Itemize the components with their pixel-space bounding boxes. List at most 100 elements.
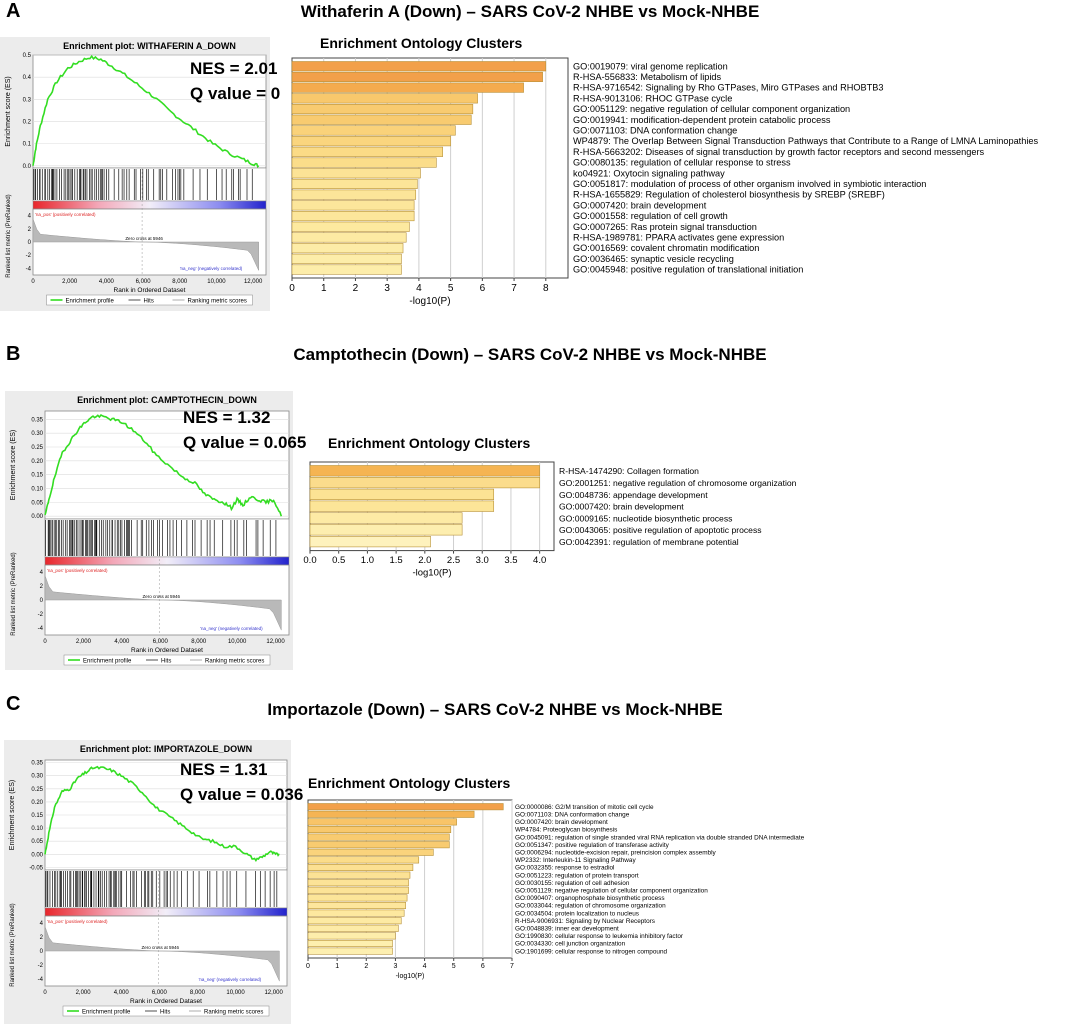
x-tick-label: 10,000	[228, 639, 247, 645]
bar	[291, 93, 478, 104]
bar-label: GO:0080135: regulation of cellular respo…	[573, 158, 791, 168]
x-tick-label: 2,000	[76, 639, 92, 645]
bar	[291, 61, 547, 72]
zero-cross-label: Zero cross at 5946	[142, 945, 180, 950]
bar-label: GO:0042391: regulation of membrane poten…	[559, 537, 739, 547]
x-tick-label: 4,000	[114, 639, 130, 645]
x-tick-label: 4	[423, 963, 427, 970]
bar-label: GO:0051223: regulation of protein transp…	[515, 872, 639, 879]
gsea-svg: Enrichment plot: CAMPTOTHECIN_DOWN 0.35 0.…	[10, 395, 290, 666]
panel-c-ontology-chart: Enrichment Ontology Clusters 0 1 2 3 4 5 6 7 -log…	[290, 772, 1050, 982]
es-axis-label: Enrichment score (ES)	[9, 780, 16, 850]
es-tick-label: 0.35	[31, 761, 43, 767]
panel-c-title: Importazole (Down) – SARS CoV-2 NHBE vs …	[267, 700, 723, 719]
nes-label: NES = 1.32	[183, 408, 271, 427]
rank-tick-label: -4	[26, 266, 32, 272]
es-tick-label: 0.05	[31, 839, 43, 845]
bar	[307, 833, 450, 841]
es-frame	[44, 410, 290, 520]
rank-tick-label: 2	[28, 227, 32, 233]
x-tick-label: 1.5	[390, 555, 403, 566]
bar	[307, 947, 393, 955]
legend-label: Enrichment profile	[83, 659, 132, 665]
x-tick-label: 0.5	[332, 555, 345, 566]
bar-label: GO:0007420: brain development	[559, 502, 684, 512]
x-tick-label: 0	[31, 279, 35, 285]
es-tick-label: 0.1	[23, 142, 32, 148]
bar	[291, 178, 418, 189]
legend-label: Enrichment profile	[82, 1010, 131, 1016]
es-tick-label: 0.20	[31, 800, 43, 806]
x-tick-label: 7	[510, 963, 514, 970]
bar	[307, 902, 406, 910]
bar-label: GO:0051129: negative regulation of cellu…	[573, 104, 850, 114]
bar-label: GO:0045091: regulation of single strande…	[515, 834, 805, 841]
bar	[291, 264, 402, 275]
bar	[291, 136, 451, 147]
bar-label: R-HSA-9716542: Signaling by Rho GTPases,…	[573, 83, 883, 93]
bar-label: GO:0007420: brain development	[573, 200, 707, 210]
nes-label: NES = 2.01	[190, 59, 278, 78]
legend-label: Hits	[161, 659, 171, 665]
x-tick-label: 4,000	[114, 990, 130, 996]
bar-label: GO:0043065: positive regulation of apopt…	[559, 525, 762, 535]
ranking-metric-area	[32, 218, 259, 271]
x-tick-label: 12,000	[244, 279, 263, 285]
bar-label: R-HSA-556833: Metabolism of lipids	[573, 72, 721, 82]
bar	[291, 211, 415, 222]
legend-label: Hits	[160, 1010, 170, 1016]
bar	[307, 924, 399, 932]
bar-label: GO:0001558: regulation of cell growth	[573, 211, 728, 221]
rank-tick-label: -2	[38, 612, 44, 618]
x-tick-label: 6	[481, 963, 485, 970]
bar-label: GO:0051129: negative regulation of cellu…	[515, 888, 708, 895]
neg-label: 'na_neg' (negatively correlated)	[180, 266, 243, 271]
x-tick-label: 6,000	[152, 990, 168, 996]
bar-label: GO:0030155: regulation of cell adhesion	[515, 880, 630, 887]
legend-label: Ranking metric scores	[205, 659, 264, 665]
neg-label: 'na_neg' (negatively correlated)	[199, 977, 262, 982]
x-axis-label: -log10(P)	[409, 296, 450, 307]
bar	[291, 157, 437, 168]
bar-label: ko04921: Oxytocin signaling pathway	[573, 168, 725, 178]
es-tick-label: 0.0	[23, 164, 32, 170]
pos-label: 'na_pos' (positively correlated)	[35, 212, 96, 217]
q-value-label: Q value = 0	[190, 84, 281, 103]
x-tick-label: 1	[335, 963, 339, 970]
x-tick-label: 12,000	[264, 990, 283, 996]
rank-tick-label: 0	[28, 240, 32, 246]
plot-frame	[291, 57, 569, 279]
bar-label: GO:0006294: nucleotide-excision repair, …	[515, 850, 717, 857]
rank-tick-label: 2	[40, 935, 44, 941]
es-tick-label: 0.30	[31, 431, 43, 437]
x-tick-label: 6,000	[136, 279, 152, 285]
rank-color-bar	[44, 556, 290, 566]
legend-label: Hits	[144, 299, 154, 305]
panel-b-title: Camptothecin (Down) – SARS CoV-2 NHBE vs…	[293, 345, 767, 364]
x-tick-label: 8,000	[172, 279, 188, 285]
es-tick-label: 0.3	[23, 97, 32, 103]
rank-tick-label: 0	[40, 949, 44, 955]
x-tick-label: 5	[452, 963, 456, 970]
es-tick-label: 0.00	[31, 514, 43, 520]
x-tick-label: 2,000	[76, 990, 92, 996]
x-tick-label: 3	[384, 283, 390, 294]
rank-tick-label: -4	[38, 626, 44, 632]
x-tick-label: 8,000	[191, 639, 207, 645]
enrichment-profile-line	[44, 765, 280, 863]
enrichment-profile-line	[32, 54, 260, 168]
bar	[307, 909, 405, 917]
x-tick-label: 0	[43, 990, 47, 996]
bar-label: GO:0034504: protein localization to nucl…	[515, 910, 639, 917]
es-tick-label: 0.4	[23, 75, 32, 81]
bar-label: GO:2001251: negative regulation of chrom…	[559, 478, 797, 488]
bar	[307, 818, 457, 826]
es-axis-label: Enrichment score (ES)	[10, 430, 17, 500]
legend-label: Enrichment profile	[66, 299, 115, 305]
rank-axis-label: Ranked list metric (PreRanked)	[10, 903, 16, 986]
x-tick-label: 2	[353, 283, 359, 294]
pos-label: 'na_pos' (positively correlated)	[47, 568, 108, 573]
x-tick-label: 8	[543, 283, 549, 294]
panel-b-letter: B	[6, 343, 21, 365]
rank-color-bar	[32, 200, 267, 210]
